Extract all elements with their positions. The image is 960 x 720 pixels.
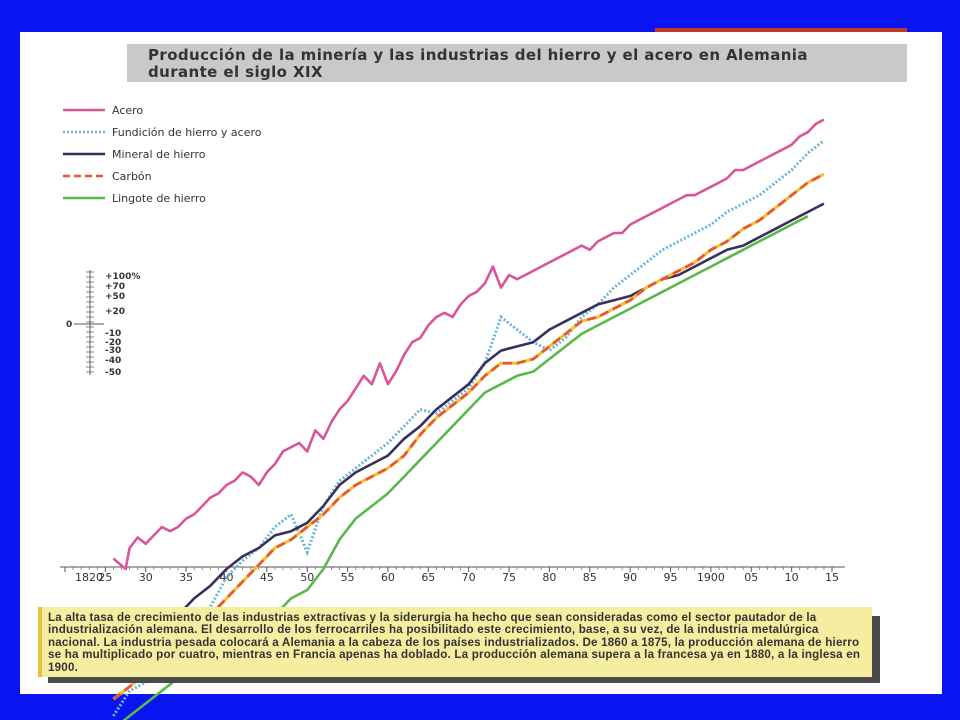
- x-tick-label: 1820: [75, 571, 103, 584]
- legend-label-acero: Acero: [112, 104, 143, 117]
- x-tick-label: 1900: [697, 571, 725, 584]
- x-tick-label: 90: [623, 571, 637, 584]
- x-tick-label: 95: [664, 571, 678, 584]
- series-line-acero: [112, 118, 825, 571]
- caption-text: La alta tasa de crecimiento de las indus…: [48, 611, 861, 674]
- x-tick-label: 10: [785, 571, 799, 584]
- scale-label: 0: [66, 320, 72, 330]
- accent-bar: [655, 28, 907, 32]
- x-tick-label: 15: [825, 571, 839, 584]
- x-tick-label: 80: [542, 571, 556, 584]
- scale-label: -20: [105, 338, 121, 348]
- scale-label: -50: [105, 368, 121, 378]
- legend-label-fundicion: Fundición de hierro y acero: [112, 126, 262, 139]
- legend-label-lingote: Lingote de hierro: [112, 192, 206, 205]
- scale-label: -30: [105, 346, 121, 356]
- scale-label: +70: [105, 282, 125, 292]
- scale-label: -10: [105, 329, 121, 339]
- x-tick-label: 75: [502, 571, 516, 584]
- chart-title: Producción de la minería y las industria…: [148, 46, 808, 81]
- series-line-fundicion: [112, 139, 825, 717]
- scale-label: +50: [105, 292, 125, 302]
- note-box: [38, 607, 872, 677]
- x-tick-label: 50: [300, 571, 314, 584]
- x-tick-label: 55: [341, 571, 355, 584]
- slide-page: [20, 32, 942, 694]
- x-tick-label: 45: [260, 571, 274, 584]
- x-tick-label: 65: [421, 571, 435, 584]
- series-line-mineral: [64, 202, 825, 655]
- series-line-carbon: [112, 173, 825, 701]
- x-tick-label: 30: [139, 571, 153, 584]
- legend-label-carbon: Carbón: [112, 170, 152, 183]
- scale-label: -40: [105, 356, 121, 366]
- scale-label: +100%: [105, 272, 140, 282]
- x-tick-label: 25: [98, 571, 112, 584]
- x-tick-label: 35: [179, 571, 193, 584]
- note-shadow-bottom: [48, 677, 880, 683]
- title-band: [127, 44, 907, 82]
- x-tick-label: 60: [381, 571, 395, 584]
- x-tick-label: 70: [462, 571, 476, 584]
- legend-label-mineral: Mineral de hierro: [112, 148, 206, 161]
- x-tick-label: 85: [583, 571, 597, 584]
- x-tick-label: 05: [744, 571, 758, 584]
- scale-label: +20: [105, 307, 125, 317]
